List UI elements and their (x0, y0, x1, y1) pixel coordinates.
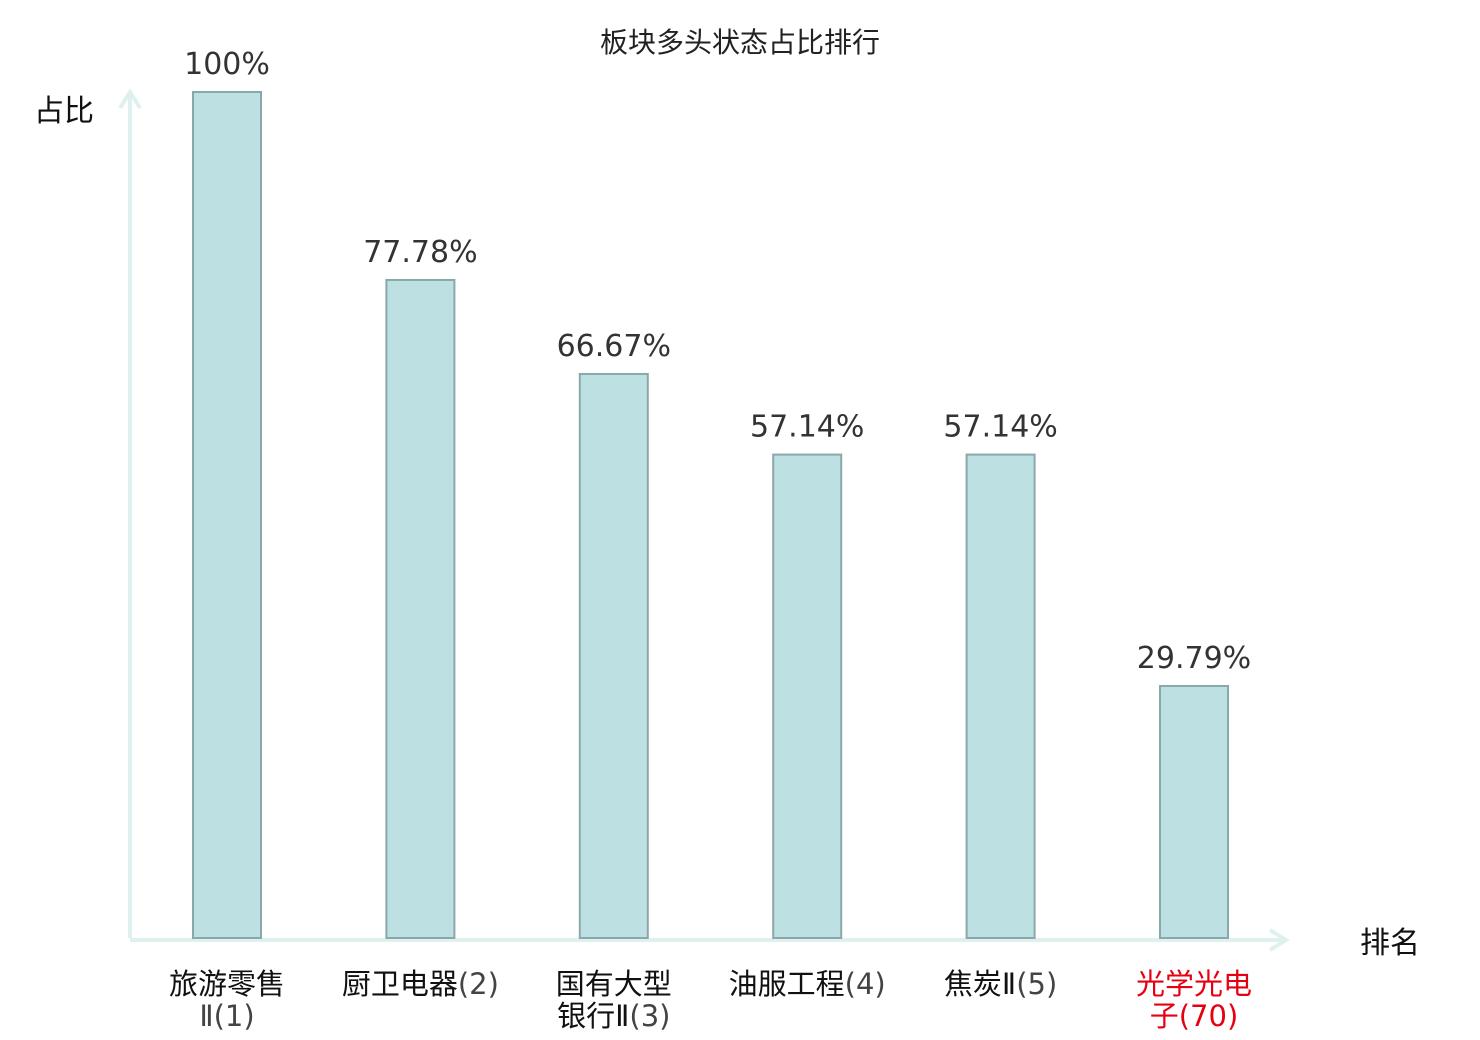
tick-label-2: 厨卫电器(2) (342, 967, 499, 1001)
y-axis-title: 占比 (34, 94, 94, 129)
tick-label-3-line-2: 银行Ⅱ(3) (557, 999, 670, 1033)
axes (118, 88, 1290, 952)
tick-label-name: 油服工程 (729, 967, 845, 1001)
value-label-3: 66.67% (557, 329, 671, 364)
bar-2 (385, 278, 456, 939)
value-label-6: 29.79% (1137, 641, 1251, 676)
tick-label-3-line-1: 国有大型 (556, 967, 672, 1001)
tick-label-1-line-2: Ⅱ(1) (199, 999, 254, 1033)
value-label-2: 77.78% (363, 235, 477, 270)
bar-3 (578, 372, 649, 939)
bar-5 (965, 453, 1036, 939)
tick-label-6-line-1: 光学光电 (1136, 967, 1252, 1001)
value-label-5: 57.14% (943, 410, 1057, 445)
tick-label-name: 银行Ⅱ (557, 999, 629, 1033)
value-label-1: 100% (184, 47, 270, 82)
tick-label-6-line-2: 子(70) (1150, 999, 1239, 1033)
tick-label-rank: (70) (1179, 999, 1239, 1033)
tick-label-rank: (2) (458, 967, 499, 1001)
value-label-4: 57.14% (750, 410, 864, 445)
tick-label-5: 焦炭Ⅱ(5) (944, 967, 1057, 1001)
bar-6 (1159, 684, 1229, 940)
tick-label-rank: (5) (1016, 967, 1057, 1001)
tick-label-name: 国有大型 (556, 967, 672, 1001)
tick-label-rank: (4) (845, 967, 886, 1001)
bars (192, 91, 1229, 940)
tick-label-rank: Ⅱ(1) (199, 999, 254, 1033)
tick-label-name: 光学光电 (1136, 967, 1252, 1001)
chart-title: 板块多头状态占比排行 (600, 26, 880, 59)
tick-label-1-line-1: 旅游零售 (169, 967, 285, 1001)
value-labels: 100% 77.78% 66.67% 57.14% 57.14% 29.79% (184, 47, 1251, 676)
bar-1 (192, 91, 262, 939)
x-axis-arrow (1268, 928, 1290, 952)
tick-label-4: 油服工程(4) (729, 967, 886, 1001)
tick-label-name: 子 (1150, 999, 1179, 1033)
tick-label-name: 厨卫电器 (342, 967, 458, 1001)
y-axis-arrow (118, 88, 142, 110)
bar-4 (772, 453, 843, 939)
tick-label-name: 旅游零售 (169, 967, 285, 1001)
tick-label-rank: (3) (629, 999, 670, 1033)
tick-label-name: 焦炭Ⅱ (944, 967, 1016, 1001)
x-axis-title: 排名 (1360, 926, 1420, 961)
